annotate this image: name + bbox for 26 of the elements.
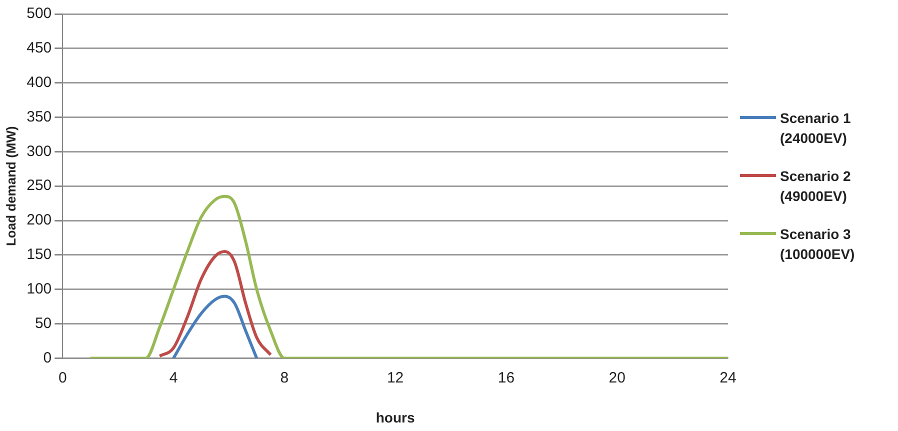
y-tick-label: 300 [26,142,52,160]
x-tick-label: 20 [608,369,626,386]
line-series [158,250,272,358]
x-tick-label: 16 [498,369,515,386]
x-tick-label: 0 [58,369,67,386]
y-tick-label: 0 [43,349,52,366]
y-tick-label: 500 [26,5,52,22]
legend-label: Scenario 2 (49000EV) [780,166,852,206]
x-tick-label: 4 [169,369,178,386]
line-series [172,294,258,358]
legend-label: Scenario 1 (24000EV) [780,108,852,148]
y-tick-label: 450 [26,40,52,57]
y-tick-label: 200 [26,212,52,229]
legend-label: Scenario 3 (100000EV) [780,224,856,264]
y-tick-label: 400 [26,74,52,91]
x-tick-label: 8 [280,369,289,386]
y-tick-label: 250 [26,177,52,194]
x-tick-label: 12 [386,369,404,386]
y-axis-title: Load demand (MW) [3,126,18,246]
x-tick-label: 24 [720,369,736,386]
line-series [88,194,728,358]
y-tick-label: 50 [34,314,52,332]
x-axis-title: hours [376,409,415,426]
y-tick-label: 100 [26,280,52,298]
y-tick-label: 150 [26,246,52,264]
y-tick-label: 350 [26,108,52,126]
